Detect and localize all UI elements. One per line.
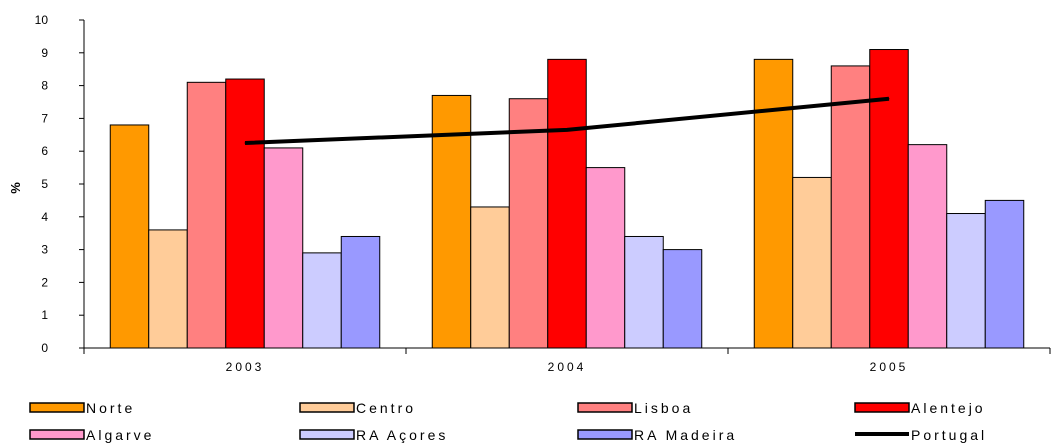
legend-label-centro: Centro bbox=[356, 400, 416, 416]
bar-norte-2005 bbox=[753, 58, 794, 349]
y-tick-label: 3 bbox=[41, 243, 48, 257]
bar-centro-2003 bbox=[148, 229, 188, 349]
legend-swatch-ra-madeira bbox=[577, 429, 633, 440]
bar-alentejo-2003 bbox=[225, 78, 265, 349]
line-point-portugal bbox=[244, 142, 246, 144]
y-tick-label: 7 bbox=[41, 111, 48, 125]
y-tick-label: 5 bbox=[41, 177, 48, 191]
x-tick-label: 2004 bbox=[548, 360, 587, 374]
y-tick-label: 2 bbox=[41, 275, 48, 289]
x-tick-label: 2005 bbox=[870, 360, 909, 374]
legend-label-ra-madeira: RA Madeira bbox=[634, 427, 737, 443]
y-axis-label: % bbox=[8, 182, 23, 194]
legend-label-portugal: Portugal bbox=[911, 427, 987, 443]
bar-norte-2004 bbox=[431, 94, 472, 349]
y-tick-label: 4 bbox=[41, 210, 48, 224]
line-point-portugal bbox=[888, 98, 890, 100]
legend-label-norte: Norte bbox=[86, 400, 135, 416]
x-tick-label: 2003 bbox=[226, 360, 265, 374]
legend-swatch-ra-a-ores bbox=[299, 429, 355, 440]
bar-ra-madeira-2003 bbox=[340, 235, 381, 349]
bar-alentejo-2004 bbox=[547, 58, 587, 349]
y-tick-label: 8 bbox=[41, 79, 48, 93]
legend-swatch-algarve bbox=[29, 429, 85, 440]
legend-label-algarve: Algarve bbox=[86, 427, 154, 443]
bar-norte-2003 bbox=[109, 124, 150, 349]
bar-alentejo-2005 bbox=[869, 49, 909, 349]
bar-centro-2005 bbox=[792, 176, 832, 349]
bar-algarve-2003 bbox=[263, 147, 304, 349]
bar-lisboa-2004 bbox=[508, 98, 549, 349]
y-tick-label: 9 bbox=[41, 46, 48, 60]
legend-label-lisboa: Lisboa bbox=[634, 400, 693, 416]
bar-centro-2004 bbox=[470, 206, 510, 349]
y-tick-label: 1 bbox=[41, 308, 48, 322]
y-tick-label: 10 bbox=[35, 13, 49, 27]
legend-swatch-lisboa bbox=[577, 402, 633, 413]
bar-ra-a-ores-2003 bbox=[302, 252, 342, 349]
bar-ra-madeira-2004 bbox=[662, 249, 703, 349]
legend-swatch-norte bbox=[29, 402, 85, 413]
line-point-portugal bbox=[566, 129, 568, 131]
bar-ra-a-ores-2005 bbox=[946, 213, 986, 349]
legend-swatch-centro bbox=[299, 402, 355, 413]
bar-ra-a-ores-2004 bbox=[624, 235, 664, 349]
legend-label-ra-a-ores: RA Açores bbox=[356, 427, 448, 443]
y-tick-label: 0 bbox=[41, 341, 48, 355]
bar-algarve-2005 bbox=[907, 144, 948, 349]
bar-lisboa-2003 bbox=[186, 81, 227, 349]
y-tick-label: 6 bbox=[41, 144, 48, 158]
legend-swatch-alentejo bbox=[854, 402, 910, 413]
legend-label-alentejo: Alentejo bbox=[911, 400, 986, 416]
bar-algarve-2004 bbox=[585, 167, 626, 349]
bar-ra-madeira-2005 bbox=[984, 199, 1025, 349]
bar-lisboa-2005 bbox=[830, 65, 871, 349]
